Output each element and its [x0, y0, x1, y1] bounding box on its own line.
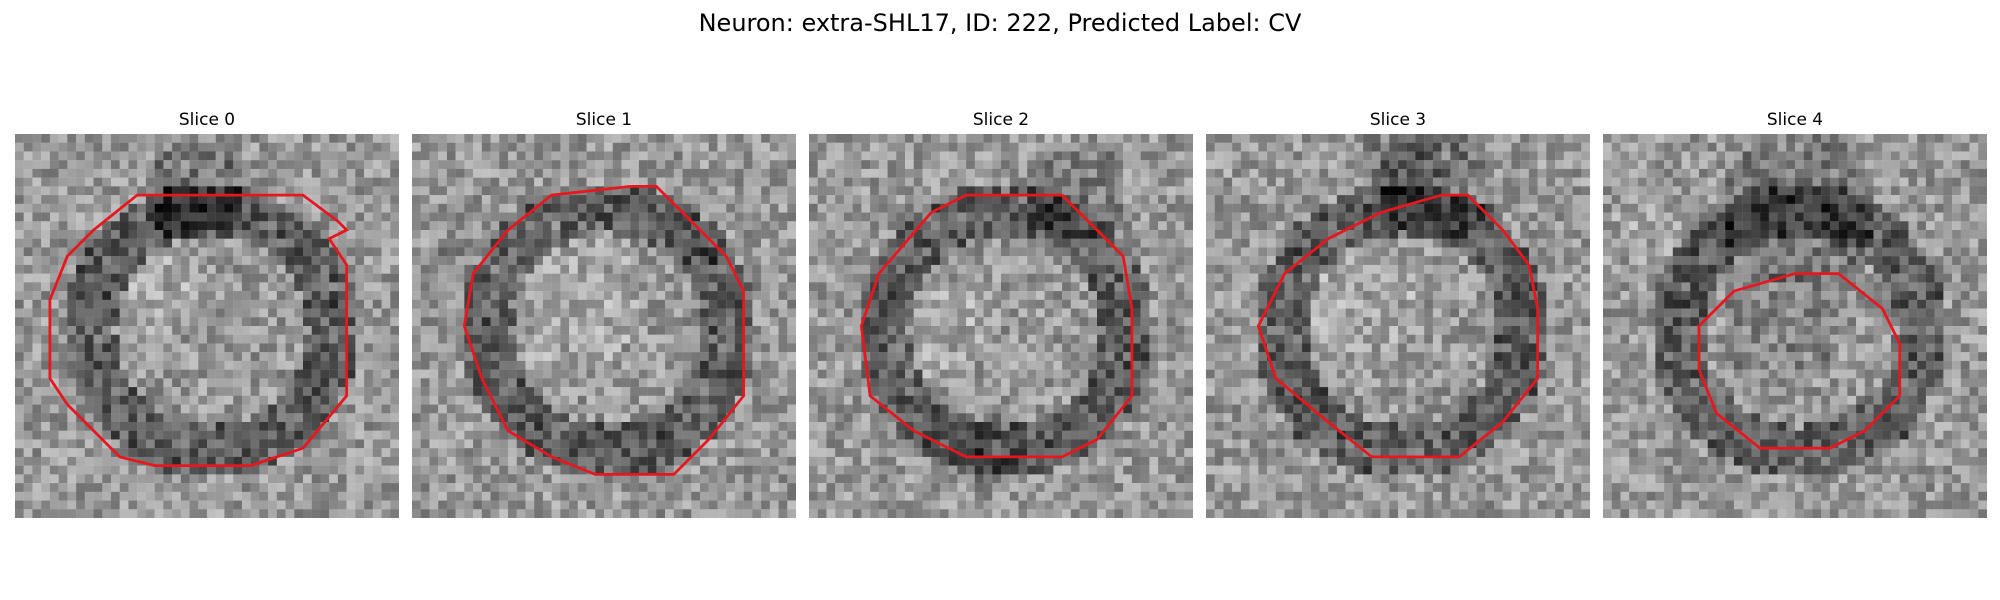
- figure-title: Neuron: extra-SHL17, ID: 222, Predicted …: [0, 8, 2000, 38]
- slice-image: [15, 134, 399, 518]
- slice-title: Slice 4: [1603, 109, 1987, 131]
- slice-title: Slice 2: [809, 109, 1193, 131]
- slice-panel-2: Slice 2: [809, 109, 1193, 518]
- slice-panel-0: Slice 0: [15, 109, 399, 518]
- slice-image: [809, 134, 1193, 518]
- slice-title: Slice 0: [15, 109, 399, 131]
- slice-title: Slice 3: [1206, 109, 1590, 131]
- slice-title: Slice 1: [412, 109, 796, 131]
- slice-image: [1603, 134, 1987, 518]
- slice-image: [1206, 134, 1590, 518]
- slice-panel-4: Slice 4: [1603, 109, 1987, 518]
- slice-image: [412, 134, 796, 518]
- slice-panel-1: Slice 1: [412, 109, 796, 518]
- slice-panel-3: Slice 3: [1206, 109, 1590, 518]
